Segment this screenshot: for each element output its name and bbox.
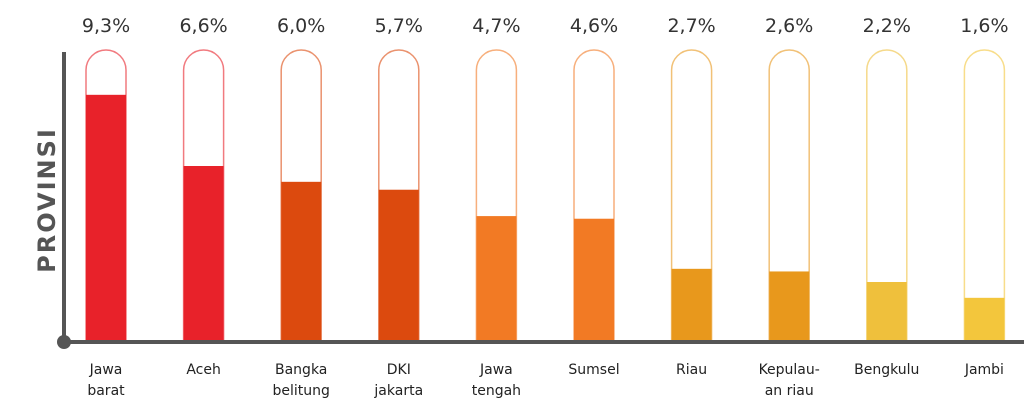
value-label: 6,6% <box>179 15 227 37</box>
value-label: 4,6% <box>570 15 618 37</box>
bar <box>379 190 419 340</box>
bar <box>964 298 1004 340</box>
x-tick-label: Bengkulu <box>854 362 919 378</box>
value-label: 1,6% <box>960 15 1008 37</box>
bar-tube <box>964 50 1004 340</box>
bar <box>184 166 224 340</box>
value-label: 5,7% <box>375 15 423 37</box>
value-label: 2,6% <box>765 15 813 37</box>
x-tick-label: Kepulau-an riau <box>759 362 820 399</box>
bar <box>769 271 809 340</box>
y-axis-label: PROVINSI <box>33 127 61 273</box>
bar <box>281 182 321 340</box>
x-tick-label: Sumsel <box>568 362 619 378</box>
bar <box>86 95 126 340</box>
x-tick-label: Aceh <box>186 362 221 378</box>
x-tick-label: Riau <box>676 362 707 378</box>
axis-origin <box>57 335 71 349</box>
value-label: 4,7% <box>472 15 520 37</box>
value-label: 9,3% <box>82 15 130 37</box>
bar <box>476 216 516 340</box>
x-tick-label: Jambi <box>964 362 1004 378</box>
bar <box>574 219 614 340</box>
bar <box>867 282 907 340</box>
value-label: 6,0% <box>277 15 325 37</box>
value-label: 2,2% <box>863 15 911 37</box>
bar <box>672 269 712 340</box>
value-label: 2,7% <box>667 15 715 37</box>
chart: PROVINSI 9,3% Jawabarat 6,6% Aceh 6,0% Bangka… <box>0 0 1024 408</box>
